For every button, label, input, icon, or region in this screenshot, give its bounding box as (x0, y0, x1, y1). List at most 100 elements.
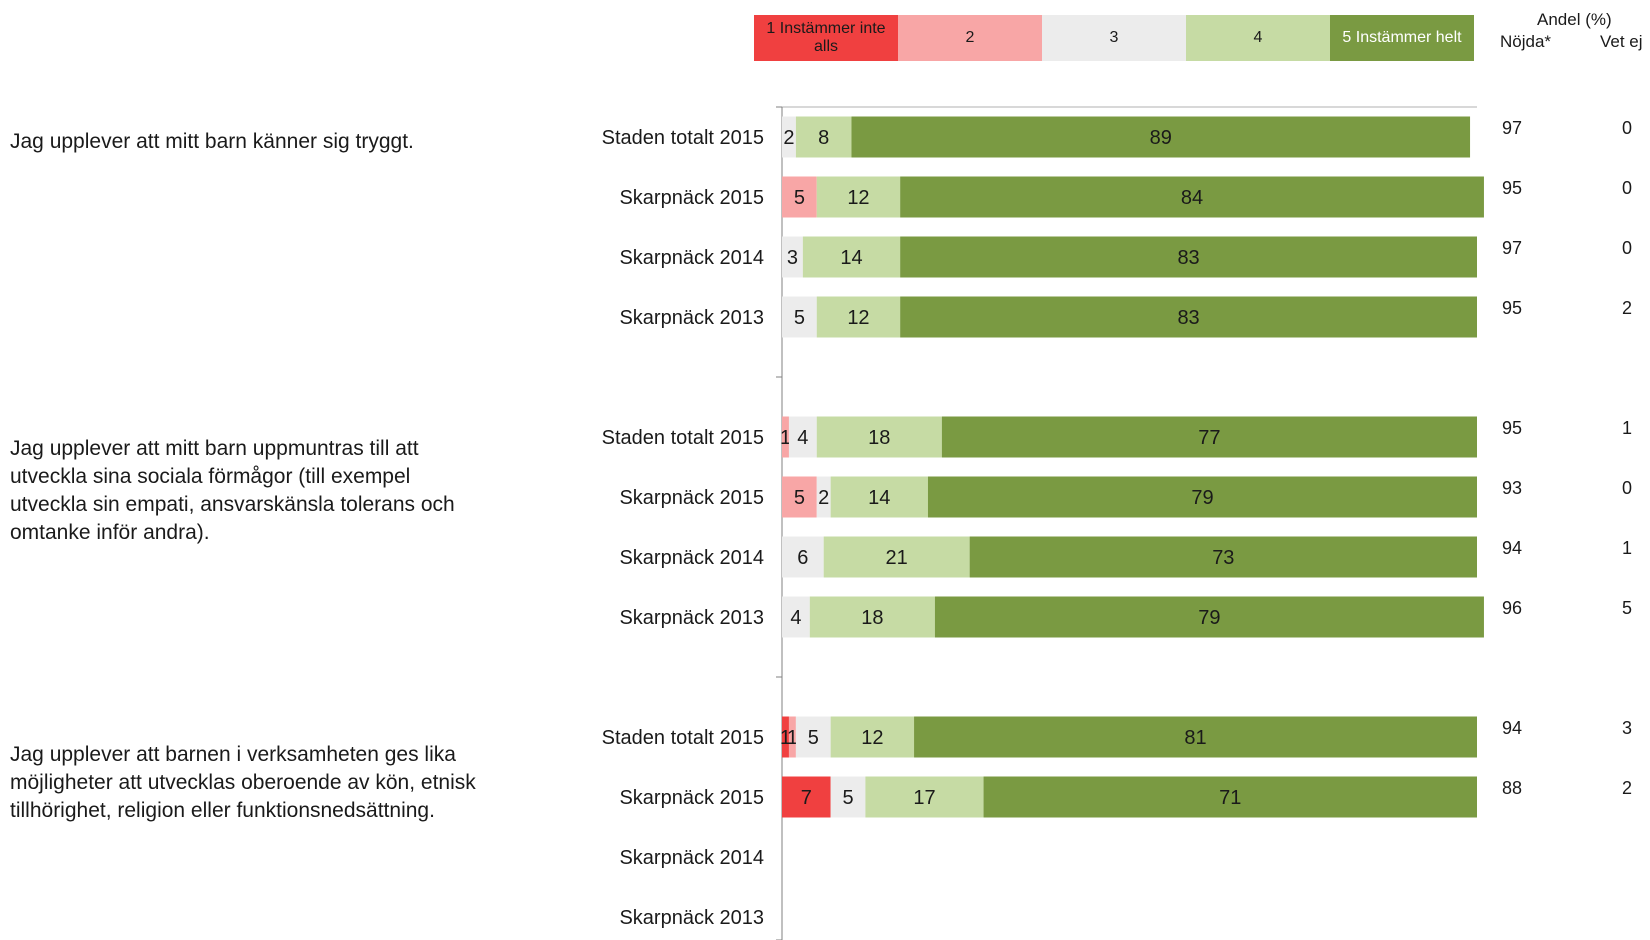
vet-ej-value: 1 (1622, 418, 1632, 438)
category-label: Skarpnäck 2015 (619, 187, 764, 209)
nojda-value: 97 (1502, 118, 1522, 138)
category-label: Skarpnäck 2013 (619, 907, 764, 929)
bar-segment-4 (816, 416, 942, 458)
legend-item-2: 2 (898, 15, 1042, 61)
bar-segment-4 (816, 296, 901, 338)
nojda-value: 96 (1502, 598, 1522, 618)
bar-segment-4 (795, 116, 852, 158)
data-label: 5 (794, 487, 805, 509)
data-label: 14 (868, 487, 890, 509)
data-label: 5 (842, 787, 853, 809)
legend-label-4: 4 (1253, 29, 1263, 46)
data-label: 18 (861, 607, 883, 629)
data-label: 12 (847, 307, 869, 329)
bar-segment-3 (782, 236, 803, 278)
bar-segment-1 (782, 776, 831, 818)
vet-ej-header: Vet ej (1600, 32, 1643, 51)
bar-segment-2 (782, 416, 789, 458)
category-label: Skarpnäck 2014 (619, 847, 764, 869)
data-label: 83 (1177, 307, 1199, 329)
data-label: 2 (783, 127, 794, 149)
bar-segment-3 (830, 776, 866, 818)
bar-segment-1 (782, 716, 789, 758)
data-label: 6 (797, 547, 808, 569)
bar-segment-3 (788, 416, 817, 458)
question-2-text: Jag upplever att mitt barn uppmuntras ti… (10, 437, 455, 544)
data-label: 18 (868, 427, 890, 449)
nojda-value: 95 (1502, 178, 1522, 198)
bar-segment-5 (851, 116, 1471, 158)
legend-label-5: 5 Instämmer helt (1342, 29, 1462, 46)
bar-segment-4 (823, 536, 970, 578)
category-label: Staden totalt 2015 (602, 427, 764, 449)
vet-ej-value: 2 (1622, 298, 1632, 318)
bar-segment-4 (865, 776, 984, 818)
category-label: Staden totalt 2015 (602, 127, 764, 149)
category-label: Skarpnäck 2013 (619, 307, 764, 329)
legend-item-1: 1 Instämmer inte alls (754, 15, 898, 61)
vet-ej-value: 1 (1622, 538, 1632, 558)
data-label: 1 (780, 727, 791, 749)
nojda-value: 94 (1502, 718, 1522, 738)
bar-segment-4 (830, 716, 915, 758)
data-label: 7 (801, 787, 812, 809)
vet-ej-value: 0 (1622, 178, 1632, 198)
data-label: 12 (847, 187, 869, 209)
vet-ej-value: 2 (1622, 778, 1632, 798)
category-label: Skarpnäck 2014 (619, 247, 764, 269)
data-label: 79 (1198, 607, 1220, 629)
bar-segment-3 (782, 296, 817, 338)
nojda-value: 88 (1502, 778, 1522, 798)
andel-header: Andel (%) (1537, 10, 1612, 29)
data-label: 8 (818, 127, 829, 149)
data-label: 77 (1198, 427, 1220, 449)
data-label: 17 (913, 787, 935, 809)
data-label: 73 (1212, 547, 1234, 569)
data-label: 21 (886, 547, 908, 569)
data-label: 1 (780, 427, 791, 449)
data-label: 1 (787, 727, 798, 749)
bar-segment-3 (782, 596, 810, 638)
vet-ej-value: 0 (1622, 238, 1632, 258)
bar-segment-4 (809, 596, 935, 638)
vet-ej-value: 3 (1622, 718, 1632, 738)
nojda-value: 95 (1502, 418, 1522, 438)
legend-item-4: 4 (1186, 15, 1330, 61)
data-label: 5 (794, 187, 805, 209)
data-label: 81 (1184, 727, 1206, 749)
legend-label-3: 3 (1109, 29, 1119, 46)
bar-segment-5 (941, 416, 1477, 458)
data-label: 79 (1191, 487, 1213, 509)
data-label: 5 (794, 307, 805, 329)
nojda-value: 93 (1502, 478, 1522, 498)
vet-ej-value: 0 (1622, 478, 1632, 498)
category-label: Skarpnäck 2013 (619, 607, 764, 629)
bar-segment-4 (802, 236, 901, 278)
nojda-value: 95 (1502, 298, 1522, 318)
bar-segment-3 (816, 476, 831, 518)
category-label: Staden totalt 2015 (602, 727, 764, 749)
bar-segment-2 (782, 476, 817, 518)
bar-segment-5 (969, 536, 1477, 578)
data-label: 71 (1219, 787, 1241, 809)
nojda-value: 97 (1502, 238, 1522, 258)
bar-segment-3 (782, 116, 796, 158)
data-label: 14 (840, 247, 862, 269)
data-label: 5 (808, 727, 819, 749)
bar-segment-5 (900, 176, 1484, 218)
data-label: 83 (1177, 247, 1199, 269)
legend-item-3: 3 (1042, 15, 1186, 61)
legend-item-5: 5 Instämmer helt (1330, 15, 1474, 61)
data-label: 12 (861, 727, 883, 749)
data-label: 2 (818, 487, 829, 509)
bar-segment-5 (900, 236, 1477, 278)
category-label: Skarpnäck 2014 (619, 547, 764, 569)
nojda-value: 94 (1502, 538, 1522, 558)
category-label: Skarpnäck 2015 (619, 787, 764, 809)
bar-segment-2 (782, 176, 817, 218)
bar-segment-3 (782, 536, 824, 578)
data-label: 4 (797, 427, 808, 449)
legend: 1 Instämmer inte alls 2 3 4 5 Instämmer … (754, 15, 1474, 61)
data-label: 3 (787, 247, 798, 269)
nojda-header: Nöjda* (1500, 32, 1552, 51)
